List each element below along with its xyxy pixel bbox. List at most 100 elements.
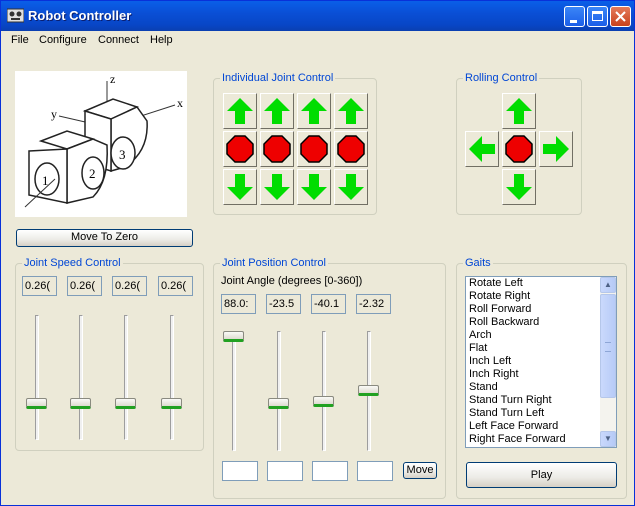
joint-speed-group: Joint Speed Control <box>15 257 204 451</box>
position-slider-thumb-2[interactable] <box>268 398 289 409</box>
gait-item[interactable]: Right Face Forward <box>469 433 566 445</box>
joint-2-label: 2 <box>89 166 96 181</box>
joint-control-group: Individual Joint Control <box>213 72 377 215</box>
stop-icon <box>263 135 291 163</box>
scroll-thumb[interactable] <box>600 294 616 398</box>
gait-item[interactable]: Stand Turn Right <box>469 394 552 406</box>
position-input-2[interactable] <box>267 461 303 481</box>
joint-3-up-button[interactable] <box>297 93 331 129</box>
joint-position-title: Joint Position Control <box>220 257 328 269</box>
joint-2-stop-button[interactable] <box>260 131 294 167</box>
move-button[interactable]: Move <box>403 462 437 479</box>
speed-value-1[interactable]: 0.26( <box>22 276 57 296</box>
position-slider-thumb-3[interactable] <box>313 396 334 407</box>
position-input-4[interactable] <box>357 461 393 481</box>
scroll-down-button[interactable]: ▼ <box>600 431 616 447</box>
arrow-up-icon <box>301 98 327 124</box>
gait-item[interactable]: Arch <box>469 329 492 341</box>
chevron-down-icon: ▼ <box>604 434 612 443</box>
gait-item[interactable]: Stand <box>469 381 498 393</box>
close-icon <box>615 11 626 22</box>
menu-connect[interactable]: Connect <box>98 34 139 46</box>
axis-z-label: z <box>110 72 115 86</box>
position-slider-thumb-1[interactable] <box>223 331 244 342</box>
gait-item[interactable]: Rotate Left <box>469 277 523 289</box>
position-slider-thumb-4[interactable] <box>358 385 379 396</box>
robot-app-icon <box>7 8 24 23</box>
scroll-up-button[interactable]: ▲ <box>600 277 616 293</box>
speed-value-3[interactable]: 0.26( <box>112 276 147 296</box>
roll-stop-button[interactable] <box>502 131 536 167</box>
speed-slider-thumb-1[interactable] <box>26 398 47 409</box>
joint-4-stop-button[interactable] <box>334 131 368 167</box>
speed-slider-track-3[interactable] <box>124 315 128 440</box>
joint-4-down-button[interactable] <box>334 169 368 205</box>
position-value-2[interactable]: -23.5 <box>266 294 301 314</box>
minimize-button[interactable] <box>564 6 585 27</box>
joint-1-down-button[interactable] <box>223 169 257 205</box>
speed-value-2[interactable]: 0.26( <box>67 276 102 296</box>
arrow-up-icon <box>227 98 253 124</box>
roll-right-button[interactable] <box>539 131 573 167</box>
joint-1-stop-button[interactable] <box>223 131 257 167</box>
joint-3-label: 3 <box>119 147 126 162</box>
arrow-up-icon <box>506 98 532 124</box>
arrow-right-icon <box>543 136 569 162</box>
arrow-up-icon <box>264 98 290 124</box>
roll-left-button[interactable] <box>465 131 499 167</box>
title-bar[interactable]: Robot Controller <box>1 1 634 31</box>
position-slider-track-1[interactable] <box>232 331 236 451</box>
close-button[interactable] <box>610 6 631 27</box>
position-slider-track-2[interactable] <box>277 331 281 451</box>
speed-slider-thumb-4[interactable] <box>161 398 182 409</box>
joint-control-title: Individual Joint Control <box>220 72 336 84</box>
gaits-scrollbar[interactable]: ▲ ▼ <box>600 277 616 447</box>
gait-item[interactable]: Stand Turn Left <box>469 407 545 419</box>
rolling-control-group: Rolling Control <box>456 72 582 215</box>
speed-slider-thumb-3[interactable] <box>115 398 136 409</box>
gaits-group: Gaits <box>456 257 627 499</box>
gait-item[interactable]: Roll Forward <box>469 303 532 315</box>
roll-backward-button[interactable] <box>502 169 536 205</box>
move-to-zero-button[interactable]: Move To Zero <box>16 229 193 247</box>
joint-angle-label: Joint Angle (degrees [0-360]) <box>221 275 363 287</box>
arrow-up-icon <box>338 98 364 124</box>
position-slider-track-3[interactable] <box>322 331 326 451</box>
joint-2-up-button[interactable] <box>260 93 294 129</box>
speed-slider-track-2[interactable] <box>79 315 83 440</box>
speed-slider-track-4[interactable] <box>170 315 174 440</box>
menu-file[interactable]: File <box>11 34 29 46</box>
roll-forward-button[interactable] <box>502 93 536 129</box>
gait-item[interactable]: Flat <box>469 342 488 354</box>
joint-3-down-button[interactable] <box>297 169 331 205</box>
position-input-1[interactable] <box>222 461 258 481</box>
joint-2-down-button[interactable] <box>260 169 294 205</box>
joint-1-up-button[interactable] <box>223 93 257 129</box>
speed-slider-thumb-2[interactable] <box>70 398 91 409</box>
gait-item[interactable]: Left Face Forward <box>469 420 559 432</box>
gait-item[interactable]: Roll Backward <box>469 316 540 328</box>
joint-4-up-button[interactable] <box>334 93 368 129</box>
arrow-down-icon <box>264 174 290 200</box>
stop-icon <box>300 135 328 163</box>
position-value-4[interactable]: -2.32 <box>356 294 391 314</box>
position-value-3[interactable]: -40.1 <box>311 294 346 314</box>
joint-3-stop-button[interactable] <box>297 131 331 167</box>
gait-item[interactable]: Rotate Right <box>469 290 531 302</box>
gait-item[interactable]: Inch Right <box>469 368 519 380</box>
rolling-control-title: Rolling Control <box>463 72 540 84</box>
maximize-button[interactable] <box>587 6 608 27</box>
maximize-icon <box>592 11 603 21</box>
gaits-list-items: Rotate Left Rotate Right Roll Forward Roll … <box>466 277 616 446</box>
play-button[interactable]: Play <box>466 462 617 488</box>
position-value-1[interactable]: 88.0: <box>221 294 256 314</box>
stop-icon <box>337 135 365 163</box>
gait-item[interactable]: Inch Left <box>469 355 512 367</box>
position-input-3[interactable] <box>312 461 348 481</box>
gaits-list[interactable]: Rotate Left Rotate Right Roll Forward Roll … <box>465 276 617 448</box>
menu-help[interactable]: Help <box>150 34 173 46</box>
speed-slider-track-1[interactable] <box>35 315 39 440</box>
menu-configure[interactable]: Configure <box>39 34 87 46</box>
speed-value-4[interactable]: 0.26( <box>158 276 193 296</box>
